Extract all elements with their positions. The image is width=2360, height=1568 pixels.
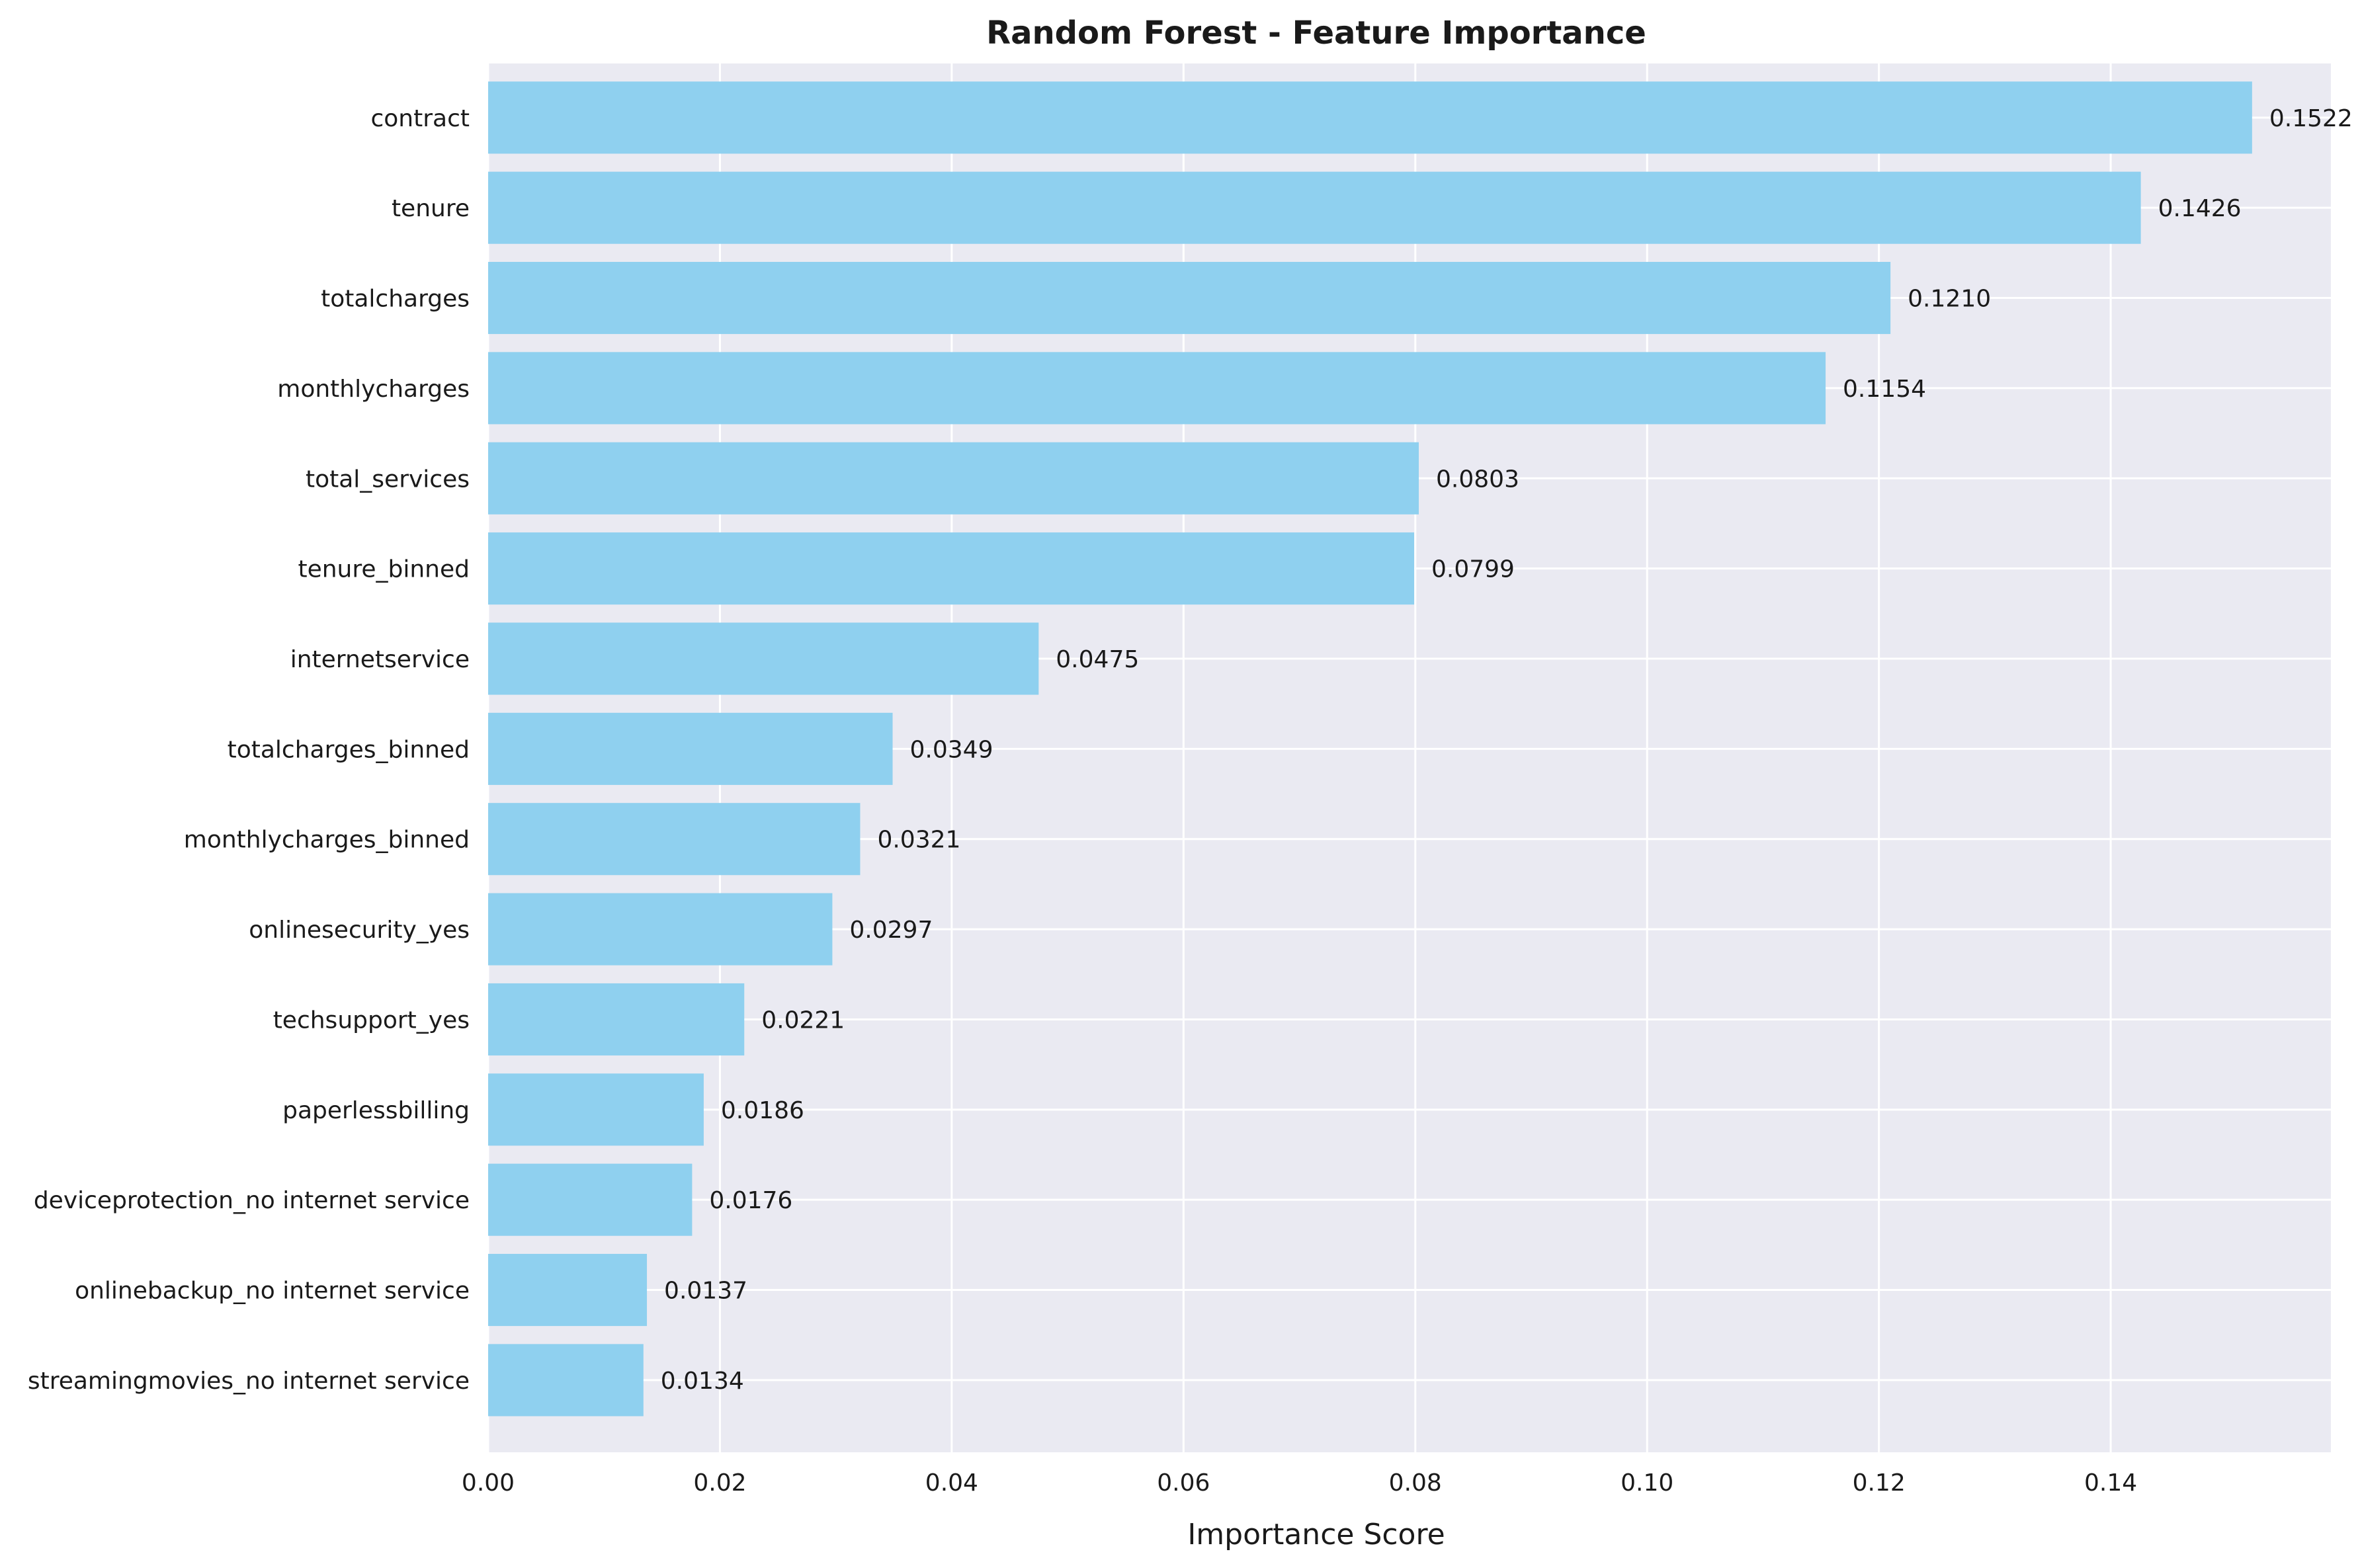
y-tick-label: internetservice (290, 646, 470, 673)
bar-onlinebackup-no-internet-service (488, 1254, 648, 1327)
y-tick-label: monthlycharges (277, 376, 470, 403)
bar-streamingmovies-no-internet-service (488, 1344, 644, 1417)
bar-tenure (488, 171, 2141, 244)
data-label: 0.0221 (761, 1007, 845, 1034)
y-tick-label: tenure (392, 195, 470, 222)
data-label: 0.0803 (1436, 466, 1519, 493)
chart-title: Random Forest - Feature Importance (986, 15, 1646, 52)
bar-techsupport-yes (488, 983, 745, 1055)
y-tick-labels: contract tenure totalcharges monthlycharges… (28, 105, 470, 1395)
data-label: 0.0321 (877, 827, 960, 854)
y-tick-label: deviceprotection_no internet service (34, 1187, 470, 1214)
y-tick-label: monthlycharges_binned (184, 827, 470, 854)
y-tick-label: totalcharges (321, 286, 470, 313)
data-label: 0.0475 (1056, 646, 1139, 673)
data-label: 0.1154 (1843, 376, 1926, 403)
y-tick-label: onlinebackup_no internet service (75, 1278, 470, 1305)
x-tick-label: 0.10 (1621, 1469, 1673, 1497)
x-axis-label: Importance Score (1187, 1518, 1445, 1551)
bar-onlinesecurity-yes (488, 893, 833, 966)
bar-totalcharges (488, 262, 1891, 335)
bar-totalcharges-binned (488, 712, 893, 785)
x-tick-label: 0.04 (925, 1469, 978, 1497)
bar-deviceprotection-no-internet-service (488, 1163, 693, 1236)
y-tick-label: totalcharges_binned (228, 736, 470, 763)
bar-total-services (488, 442, 1419, 515)
data-label: 0.1522 (2269, 105, 2353, 132)
data-labels: 0.1522 0.1426 0.1210 0.1154 0.0803 0.0799 0.04… (661, 105, 2353, 1395)
x-tick-label: 0.14 (2084, 1469, 2137, 1497)
x-tick-labels: 0.00 0.02 0.04 0.06 0.08 0.10 0.12 0.14 (462, 1469, 2137, 1497)
data-label: 0.0186 (721, 1097, 804, 1124)
x-tick-label: 0.08 (1389, 1469, 1442, 1497)
x-tick-label: 0.06 (1157, 1469, 1210, 1497)
data-label: 0.0297 (849, 917, 933, 944)
y-tick-label: total_services (306, 466, 470, 493)
x-tick-label: 0.00 (462, 1469, 515, 1497)
data-label: 0.0349 (910, 736, 993, 763)
bar-paperlessbilling (488, 1073, 704, 1146)
data-label: 0.1210 (1908, 286, 1991, 313)
x-tick-label: 0.12 (1853, 1469, 1906, 1497)
y-tick-label: tenure_binned (298, 556, 470, 583)
data-label: 0.1426 (2158, 195, 2242, 222)
x-tick-label: 0.02 (693, 1469, 746, 1497)
bar-monthlycharges-binned (488, 803, 861, 876)
data-label: 0.0134 (661, 1368, 744, 1395)
bar-contract (488, 81, 2252, 154)
y-tick-label: paperlessbilling (282, 1097, 470, 1124)
bars (488, 81, 2252, 1417)
y-tick-label: onlinesecurity_yes (249, 917, 470, 944)
y-tick-label: techsupport_yes (273, 1007, 470, 1034)
bar-internetservice (488, 622, 1039, 695)
data-label: 0.0799 (1431, 556, 1515, 583)
y-tick-label: contract (370, 105, 470, 132)
bar-tenure-binned (488, 532, 1415, 605)
data-label: 0.0176 (709, 1187, 792, 1214)
y-tick-label: streamingmovies_no internet service (28, 1368, 470, 1395)
bar-monthlycharges (488, 352, 1826, 425)
data-label: 0.0137 (664, 1278, 747, 1305)
